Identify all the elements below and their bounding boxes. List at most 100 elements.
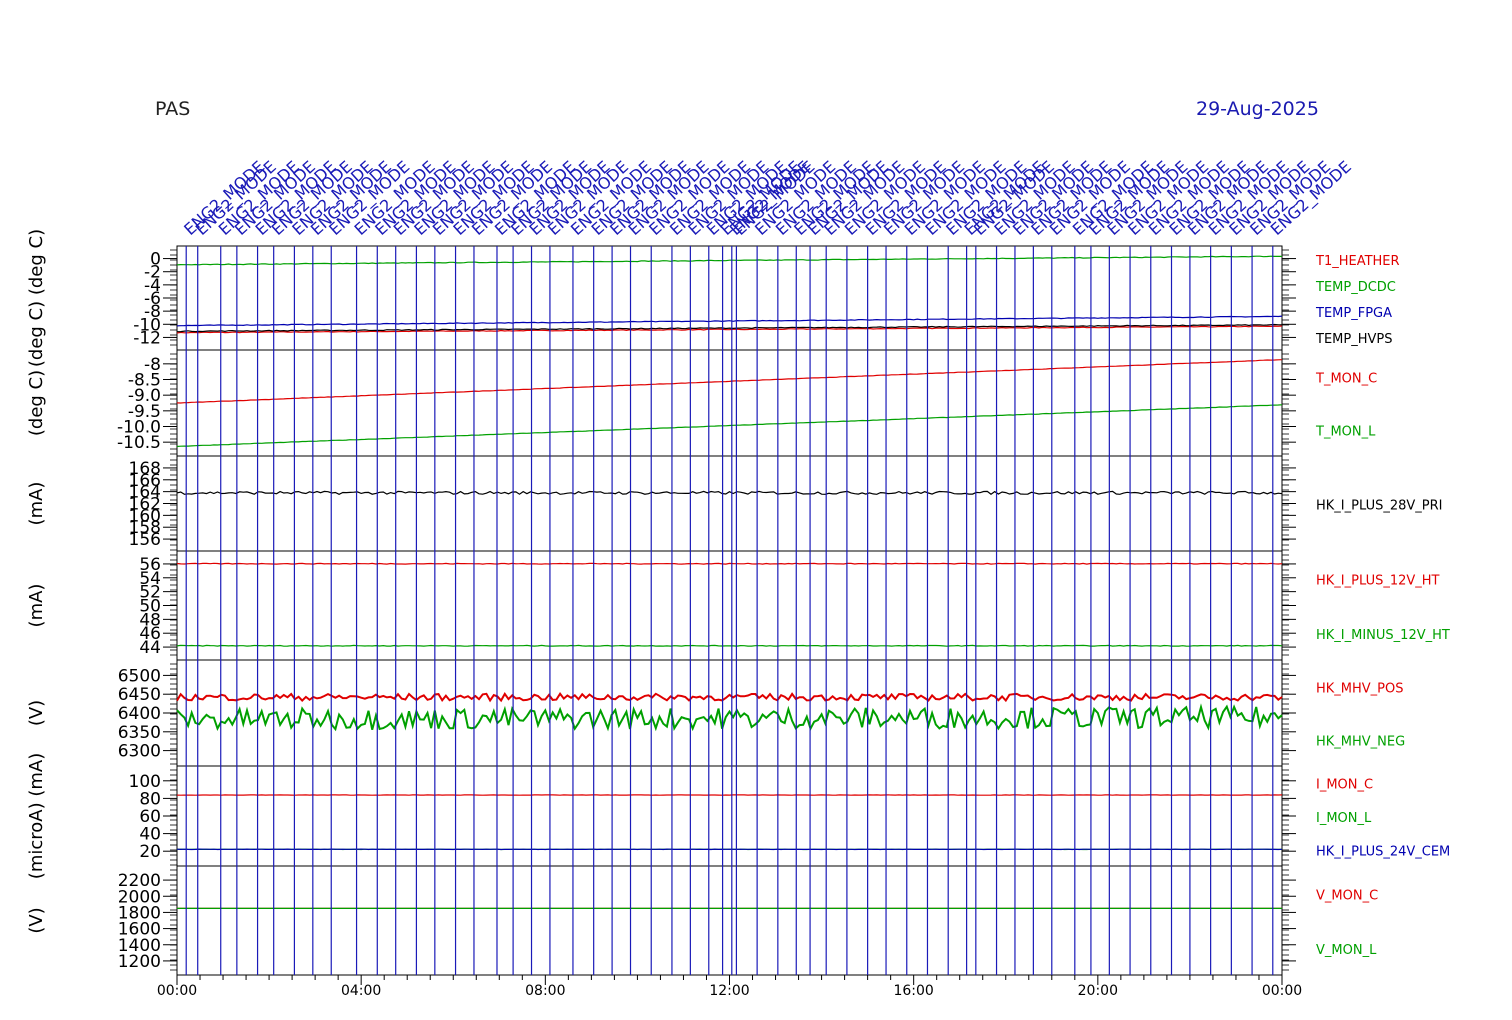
panel-frame (176, 245, 1283, 351)
y-tick-label: 6300 (118, 742, 161, 762)
y-tick-label: 6350 (118, 723, 161, 743)
date-label: 29-Aug-2025 (1196, 98, 1319, 120)
legend-label: TEMP_FPGA (1315, 306, 1392, 321)
series-line (176, 315, 1283, 327)
y-tick-label: 46 (139, 624, 161, 644)
y-tick-label: 54 (139, 569, 161, 589)
y-tick-label: -4 (144, 276, 161, 296)
y-tick-label: -9.0 (128, 386, 161, 406)
y-tick-label: 20 (139, 842, 161, 862)
y-tick-label: 50 (139, 597, 161, 617)
panel-frame (176, 865, 1283, 976)
instrument-label: PAS (155, 98, 191, 120)
series-line (176, 404, 1283, 448)
x-tick-label: 04:00 (341, 983, 381, 999)
y-tick-label: -8 (144, 355, 161, 375)
panel-2: -8-8.5-9.0-9.5-10.0-10.5 (deg C) T_MON_C T_… (26, 349, 1377, 457)
y-tick-label: -8.5 (128, 371, 161, 391)
event-lines-group (185, 246, 1274, 975)
series-line (176, 703, 1283, 732)
y-tick-label: -10.5 (117, 433, 161, 453)
y-tick-label: -9.5 (128, 402, 161, 422)
x-axis-group: 00:00 04:00 08:00 12:00 16:00 20:00 00:00 (157, 975, 1302, 999)
y-tick-label: 60 (139, 807, 161, 827)
y-tick-label: 0 (150, 250, 161, 270)
y-tick-label: 6450 (118, 685, 161, 705)
y-axis-label: (V) (26, 907, 47, 933)
y-tick-label: 164 (129, 483, 161, 503)
x-tick-label: 00:00 (1262, 983, 1302, 999)
series-line (176, 490, 1283, 495)
legend-label: T_MON_C (1315, 372, 1377, 387)
panel-frame (176, 550, 1283, 661)
y-tick-label: 1400 (118, 936, 161, 956)
y-tick-label: 160 (129, 506, 161, 526)
series-line (176, 255, 1282, 266)
legend-label: HK_I_PLUS_24V_CEM (1316, 844, 1450, 859)
legend-label: V_MON_C (1316, 888, 1378, 903)
legend-label: TEMP_DCDC (1315, 280, 1396, 295)
legend-label: HK_MHV_POS (1316, 682, 1404, 697)
y-tick-label: -8 (144, 302, 161, 322)
legend-label: I_MON_C (1316, 778, 1373, 793)
panel-frame (176, 765, 1283, 867)
y-tick-label: -10.0 (117, 418, 161, 438)
y-tick-label: 1800 (118, 903, 161, 923)
y-tick-label: 166 (129, 471, 161, 491)
y-tick-label: -12 (133, 328, 161, 348)
series-line (176, 692, 1283, 703)
series-line (176, 644, 1283, 647)
x-tick-label: 00:00 (157, 983, 197, 999)
event-labels-group: ENG2_MODEENG2_MODEENG2_MODEENG2_MODEENG2… (180, 157, 1355, 240)
y-tick-label: 100 (129, 772, 161, 792)
y-tick-label: 158 (129, 518, 161, 538)
panel-1: 0-2-4-6-8-10-12 (deg C) (deg C) T1_HEATHER… (26, 229, 1400, 367)
y-axis-label: (mA) (26, 482, 47, 526)
y-tick-label: 6500 (118, 666, 161, 686)
legend-label: HK_MHV_NEG (1316, 735, 1405, 750)
series-line (176, 323, 1282, 333)
series-line (176, 325, 1283, 334)
series-line (176, 562, 1283, 565)
y-axis-label: (V) (26, 700, 47, 726)
panel-frame (176, 455, 1283, 552)
y-tick-label: 40 (139, 825, 161, 845)
y-tick-label: 162 (129, 495, 161, 515)
y-tick-label: 156 (129, 530, 161, 550)
y-tick-label: 56 (139, 555, 161, 575)
legend-label: HK_I_PLUS_28V_PRI (1316, 499, 1442, 514)
y-tick-label: 2200 (118, 871, 161, 891)
y-tick-label: 1200 (118, 952, 161, 972)
x-tick-label: 20:00 (1078, 983, 1118, 999)
y-tick-label: 1600 (118, 920, 161, 940)
x-tick-label: 16:00 (893, 983, 933, 999)
y-tick-label: 80 (139, 789, 161, 809)
y-tick-label: 44 (139, 638, 161, 658)
y-tick-label: 168 (129, 459, 161, 479)
y-tick-label: 52 (139, 583, 161, 603)
legend-label: HK_I_MINUS_12V_HT (1316, 628, 1450, 643)
series-line (176, 359, 1283, 404)
y-tick-label: 48 (139, 610, 161, 630)
y-axis-label: (deg C) (26, 370, 47, 436)
y-axis-label: (deg C) (deg C) (26, 229, 47, 367)
y-tick-label: -2 (144, 263, 161, 283)
y-axis-label: (microA) (mA) (26, 753, 47, 879)
legend-label: I_MON_L (1316, 811, 1372, 826)
y-tick-label: -6 (144, 289, 161, 309)
legend-label: TEMP_HVPS (1315, 332, 1392, 347)
legend-label: HK_I_PLUS_12V_HT (1316, 573, 1440, 588)
panels-group: 0-2-4-6-8-10-12(deg C) (deg C) T1_HEATHER… (26, 229, 1450, 976)
x-tick-label: 08:00 (525, 983, 565, 999)
y-tick-label: -10 (133, 315, 161, 335)
legend-label: T1_HEATHER (1315, 254, 1400, 269)
y-tick-label: 2000 (118, 887, 161, 907)
x-tick-label: 12:00 (709, 983, 749, 999)
